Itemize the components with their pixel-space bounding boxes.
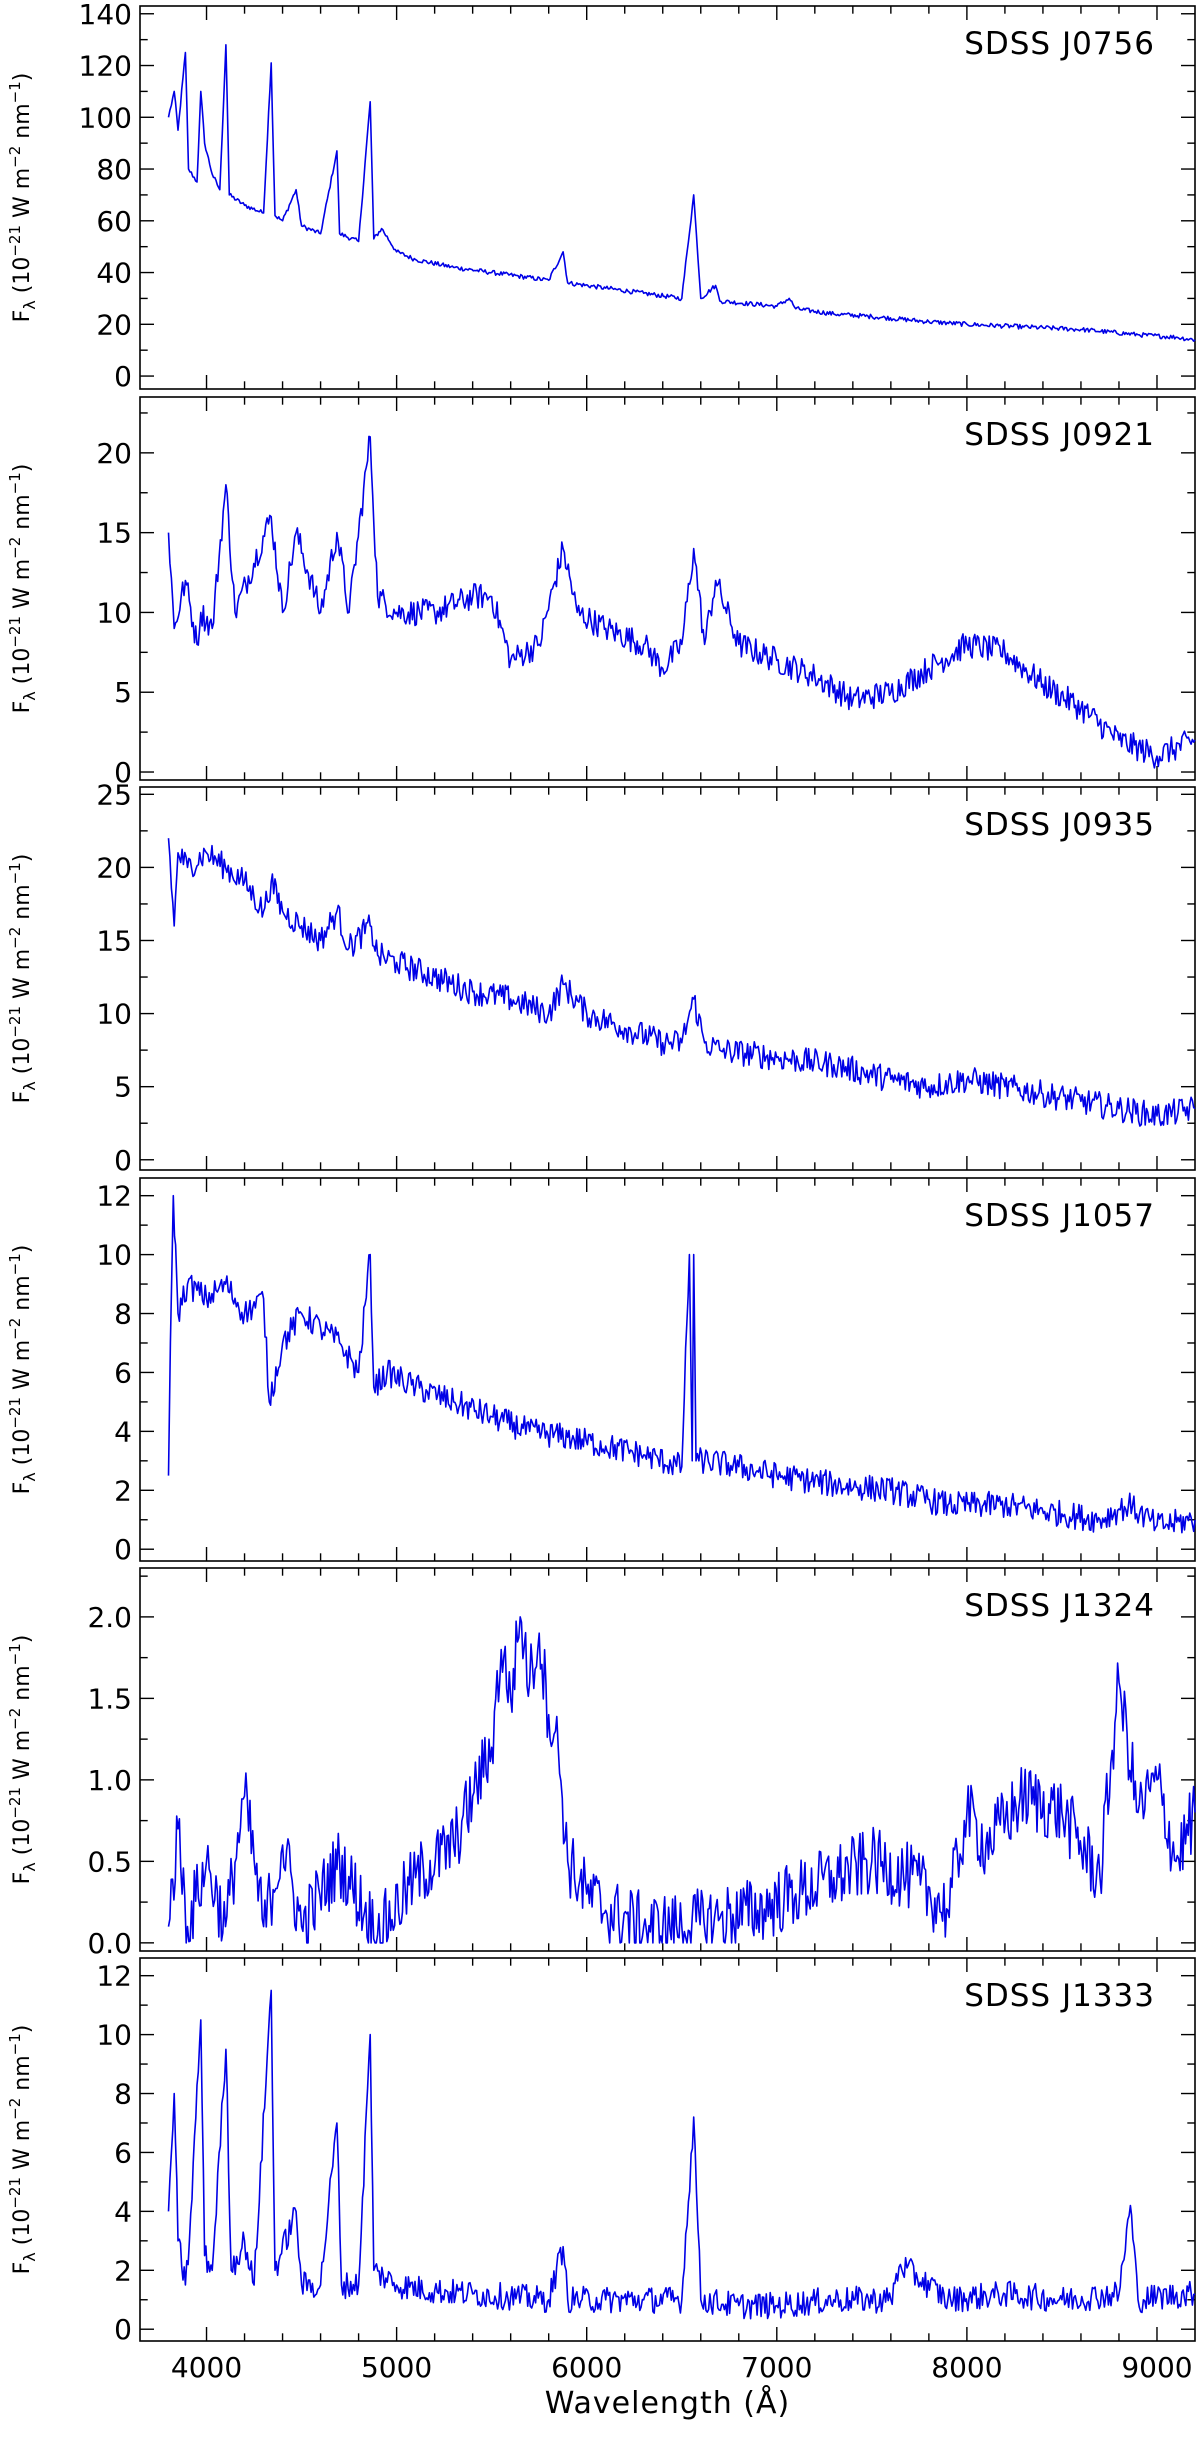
x-tick-label: 5000 xyxy=(361,2351,432,2384)
panel-3-y-tick-label: 0 xyxy=(114,1144,132,1177)
panel-6-y-tick-label: 8 xyxy=(114,2078,132,2111)
panel-2-title: SDSS J0921 xyxy=(964,417,1155,453)
panel-5-title: SDSS J1324 xyxy=(964,1588,1155,1624)
panel-6-y-tick-label: 4 xyxy=(114,2195,132,2228)
x-tick-label: 9000 xyxy=(1121,2351,1192,2384)
panel-4-y-tick-label: 12 xyxy=(96,1180,132,1213)
panel-5-y-tick-label: 1.0 xyxy=(87,1764,132,1797)
panel-4-spectrum-line xyxy=(167,1194,1196,1534)
panel-3-title: SDSS J0935 xyxy=(964,807,1155,843)
panel-4-y-axis-label: Fλ (10−21 W m−2 nm−1) xyxy=(6,1245,39,1495)
x-tick-label: 6000 xyxy=(551,2351,622,2384)
panel-3-y-axis-label: Fλ (10−21 W m−2 nm−1) xyxy=(6,854,39,1104)
panel-3-y-tick-label: 25 xyxy=(96,778,132,811)
panel-2-y-tick-label: 10 xyxy=(96,596,132,629)
panel-6-title: SDSS J1333 xyxy=(964,1978,1155,2014)
panel-1-y-tick-label: 140 xyxy=(79,0,132,31)
panel-3-y-tick-label: 20 xyxy=(96,851,132,884)
panel-1-y-tick-label: 40 xyxy=(96,257,132,290)
panel-1-y-tick-label: 20 xyxy=(96,308,132,341)
panel-6-y-tick-label: 2 xyxy=(114,2254,132,2287)
panel-3-y-tick-label: 5 xyxy=(114,1071,132,1104)
panel-1-y-tick-label: 80 xyxy=(96,153,132,186)
panel-2-y-tick-label: 5 xyxy=(114,676,132,709)
panel-4-y-tick-label: 6 xyxy=(114,1356,132,1389)
panel-4-y-tick-label: 0 xyxy=(114,1533,132,1566)
panel-1-spectrum-line xyxy=(167,44,1196,342)
panel-6-y-tick-label: 6 xyxy=(114,2136,132,2169)
x-tick-label: 8000 xyxy=(931,2351,1002,2384)
x-axis-label: Wavelength (Å) xyxy=(545,2385,790,2421)
panel-6-y-tick-label: 10 xyxy=(96,2019,132,2052)
panel-6-y-tick-label: 12 xyxy=(96,1960,132,1993)
panel-4-y-tick-label: 8 xyxy=(114,1298,132,1331)
panel-1-y-tick-label: 100 xyxy=(79,101,132,134)
panel-3-frame xyxy=(139,786,1196,1171)
panel-6-spectrum-line xyxy=(167,1989,1196,2320)
panel-5-y-tick-label: 0.0 xyxy=(87,1927,132,1960)
panel-1-title: SDSS J0756 xyxy=(964,26,1155,62)
panel-2-y-tick-label: 15 xyxy=(96,517,132,550)
panel-5-y-axis-label: Fλ (10−21 W m−2 nm−1) xyxy=(6,1635,39,1885)
panel-2-y-tick-label: 20 xyxy=(96,437,132,470)
panel-3-y-tick-label: 10 xyxy=(96,998,132,1031)
panel-3-y-tick-label: 15 xyxy=(96,924,132,957)
panel-4-y-tick-label: 4 xyxy=(114,1415,132,1448)
x-tick-label: 4000 xyxy=(171,2351,242,2384)
panel-1-y-tick-label: 60 xyxy=(96,205,132,238)
panel-1-y-tick-label: 120 xyxy=(79,50,132,83)
panel-5-frame xyxy=(139,1567,1196,1952)
panel-1-y-tick-label: 0 xyxy=(114,360,132,393)
panel-2-spectrum-line xyxy=(167,435,1196,769)
panel-2-y-tick-label: 0 xyxy=(114,756,132,789)
panel-2-y-axis-label: Fλ (10−21 W m−2 nm−1) xyxy=(6,464,39,714)
panel-6-y-axis-label: Fλ (10−21 W m−2 nm−1) xyxy=(6,2025,39,2275)
panel-6-y-tick-label: 0 xyxy=(114,2313,132,2346)
panel-3-spectrum-line xyxy=(167,838,1196,1127)
panel-1-frame xyxy=(139,5,1196,390)
panel-5-y-tick-label: 0.5 xyxy=(87,1845,132,1878)
x-tick-label: 7000 xyxy=(741,2351,812,2384)
panel-6-frame xyxy=(139,1957,1196,2342)
panel-4-y-tick-label: 2 xyxy=(114,1474,132,1507)
panel-5-spectrum-line xyxy=(167,1616,1196,1944)
panel-1-y-axis-label: Fλ (10−21 W m−2 nm−1) xyxy=(6,73,39,323)
panel-4-title: SDSS J1057 xyxy=(964,1198,1155,1234)
panel-4-y-tick-label: 10 xyxy=(96,1239,132,1272)
panel-4-frame xyxy=(139,1177,1196,1562)
panel-2-frame xyxy=(139,396,1196,781)
panel-5-y-tick-label: 1.5 xyxy=(87,1682,132,1715)
panel-5-y-tick-label: 2.0 xyxy=(87,1601,132,1634)
